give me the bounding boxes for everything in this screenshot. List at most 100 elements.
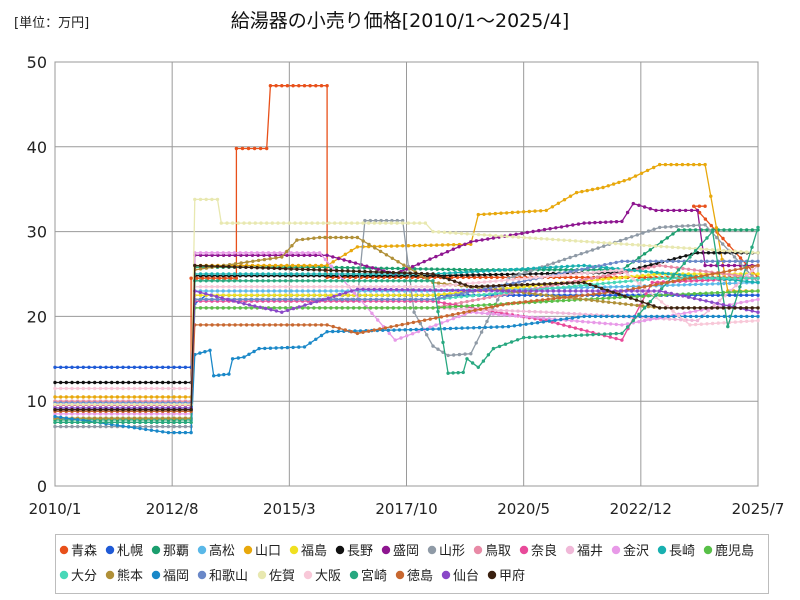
legend-label: 奈良	[531, 543, 557, 559]
data-point	[744, 306, 749, 310]
data-point	[618, 280, 622, 284]
data-point	[744, 250, 749, 254]
data-point	[557, 273, 561, 278]
data-point	[678, 255, 682, 259]
data-point	[374, 270, 378, 274]
data-point	[524, 322, 528, 326]
data-point	[739, 314, 743, 319]
data-point	[395, 244, 399, 248]
data-point	[584, 277, 588, 281]
data-point	[155, 395, 159, 399]
data-point	[149, 416, 154, 420]
data-point	[115, 380, 120, 385]
data-point	[144, 416, 148, 420]
data-point	[522, 279, 527, 283]
data-point	[166, 408, 171, 412]
data-point	[704, 306, 708, 310]
data-point	[733, 268, 737, 272]
data-point	[325, 84, 329, 88]
data-point	[442, 230, 447, 234]
data-point	[739, 320, 743, 324]
data-point	[716, 321, 720, 325]
data-point	[183, 408, 188, 412]
data-point	[242, 302, 246, 306]
data-point	[638, 269, 642, 273]
data-point	[727, 290, 731, 294]
data-point	[692, 162, 696, 167]
data-point	[272, 251, 276, 255]
data-point	[698, 269, 702, 273]
data-point	[402, 293, 407, 297]
data-point	[652, 264, 656, 269]
data-point	[470, 361, 475, 365]
data-point	[385, 270, 390, 275]
data-point	[325, 323, 329, 327]
data-point	[238, 306, 242, 310]
data-point	[81, 395, 86, 399]
data-point	[568, 333, 572, 338]
data-point	[435, 267, 439, 271]
data-point	[210, 289, 214, 293]
data-point	[727, 293, 732, 297]
legend-marker	[303, 570, 313, 580]
data-point	[654, 259, 658, 263]
data-point	[688, 323, 692, 327]
data-point	[602, 289, 606, 293]
data-point	[644, 269, 648, 274]
data-point	[465, 357, 469, 361]
data-point	[445, 319, 450, 323]
data-point	[216, 253, 220, 257]
data-point	[419, 279, 424, 283]
data-point	[550, 334, 555, 339]
data-point	[505, 272, 510, 277]
data-point	[539, 335, 543, 339]
data-point	[138, 412, 142, 416]
data-point	[317, 285, 322, 289]
data-point	[340, 289, 344, 293]
data-point	[315, 299, 319, 304]
data-point	[617, 292, 621, 296]
data-point	[579, 289, 583, 293]
data-point	[556, 299, 560, 303]
data-point	[546, 289, 550, 293]
data-point	[637, 312, 641, 316]
data-point	[312, 289, 316, 293]
data-point	[349, 330, 353, 334]
data-point	[391, 306, 395, 310]
data-point	[397, 271, 401, 275]
data-point	[745, 265, 749, 270]
data-point	[440, 252, 444, 256]
data-point	[484, 275, 488, 280]
data-point	[76, 408, 80, 412]
data-point	[509, 340, 514, 344]
data-point	[603, 285, 607, 289]
data-point	[408, 267, 412, 271]
data-point	[474, 341, 478, 345]
data-point	[688, 259, 692, 263]
data-point	[722, 270, 726, 274]
data-point	[569, 318, 574, 323]
data-point	[300, 306, 305, 310]
data-point	[280, 346, 284, 350]
data-point	[312, 306, 316, 310]
data-point	[510, 210, 514, 215]
data-point	[389, 287, 393, 292]
data-point	[351, 269, 356, 273]
data-point	[212, 374, 216, 378]
data-point	[682, 277, 686, 281]
data-point	[568, 289, 572, 293]
data-point	[682, 261, 686, 266]
data-point	[198, 251, 203, 255]
data-point	[607, 281, 611, 285]
data-point	[467, 309, 472, 314]
data-point	[132, 380, 137, 385]
data-point	[659, 240, 664, 244]
legend-marker	[657, 545, 667, 555]
data-point	[557, 259, 561, 263]
data-point	[446, 243, 450, 247]
data-point	[323, 285, 327, 289]
data-point	[518, 289, 522, 293]
data-point	[437, 284, 441, 288]
data-point	[351, 297, 356, 302]
data-point	[518, 272, 522, 277]
